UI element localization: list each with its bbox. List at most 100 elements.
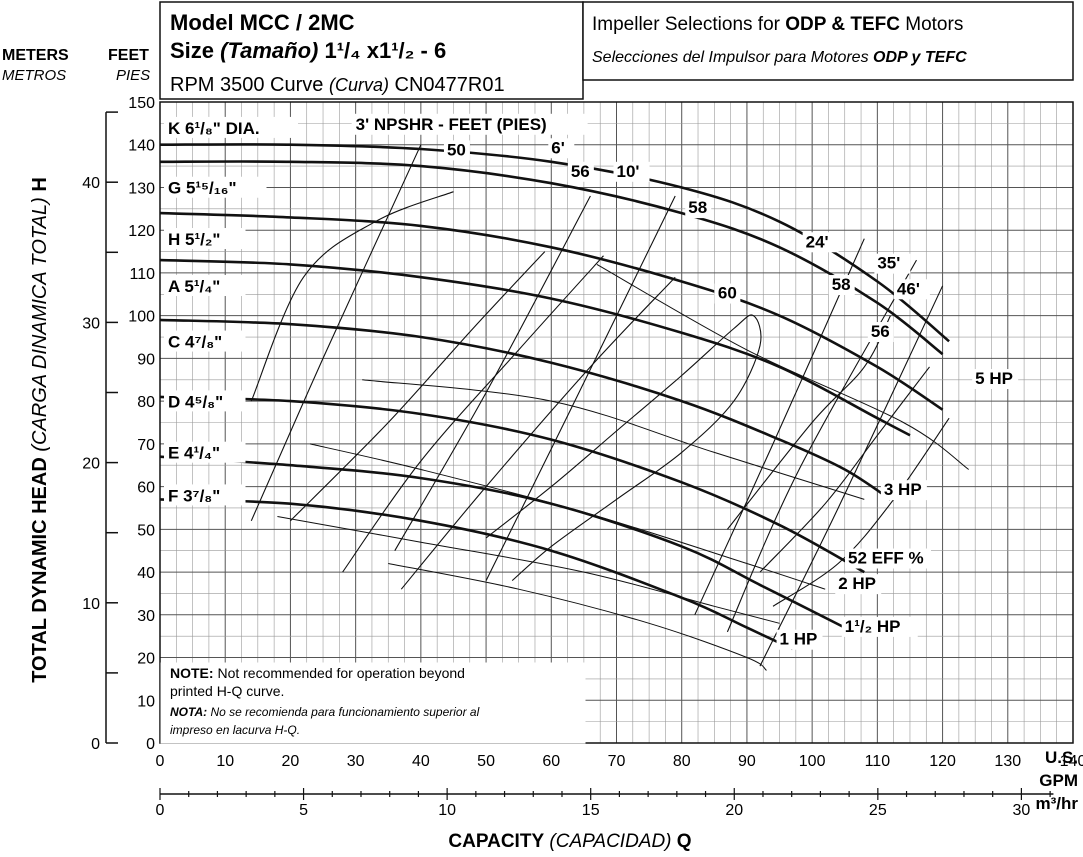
npsh-label-bg — [548, 138, 575, 159]
efficiency-label-bg — [867, 322, 894, 343]
npsh-label: 46' — [897, 279, 920, 298]
x-tick-m3hr: 20 — [725, 802, 743, 819]
impeller-curve — [159, 160, 944, 356]
y-tick-feet: 30 — [137, 608, 155, 625]
x-tick-gpm: 20 — [282, 753, 300, 770]
x-tick-gpm: 140 — [1060, 753, 1083, 770]
meters-label: METERS — [2, 47, 69, 64]
efficiency-label-bg — [685, 198, 712, 219]
impeller-label-bg — [164, 116, 298, 138]
note-en-1: NOTE: Not recommended for operation beyo… — [170, 665, 465, 681]
y-tick-meters: 30 — [82, 315, 100, 332]
impeller-curve — [159, 318, 892, 501]
x-tick-m3hr: 25 — [869, 802, 887, 819]
efficiency-line — [400, 276, 676, 590]
y-tick-feet: 100 — [128, 309, 155, 326]
npsh-label-bg — [802, 232, 839, 253]
header-box — [159, 1, 584, 100]
efficiency-label-bg — [845, 548, 932, 569]
efficiency-peak-label-bg — [714, 283, 741, 304]
impeller-label-bg — [164, 484, 246, 506]
y-axis-title: TOTAL DYNAMIC HEAD (CARGA DINAMICA TOTAL… — [29, 177, 51, 683]
hp-label: 1¹/₂ HP — [845, 617, 901, 636]
hp-line — [596, 263, 969, 470]
npsh-label-bg — [893, 279, 930, 300]
efficiency-label: 50 — [447, 140, 466, 159]
plot-frame — [159, 101, 1074, 744]
hp-label-bg — [835, 574, 882, 595]
efficiency-label: 56 — [571, 162, 590, 181]
y-tick-feet: 120 — [128, 223, 155, 240]
impeller-label-bg — [164, 390, 246, 412]
npsh-label: 6' — [551, 138, 565, 157]
x-tick-gpm: 90 — [738, 753, 756, 770]
x-axis-title: CAPACITY (CAPACIDAD) Q — [448, 831, 691, 852]
impeller-curve — [159, 258, 911, 437]
efficiency-label: 58 — [688, 198, 707, 217]
npsh-line — [726, 259, 917, 633]
x-tick-m3hr: 15 — [582, 802, 600, 819]
y-tick-feet: 130 — [128, 180, 155, 197]
impeller-label-bg — [164, 176, 267, 198]
impeller-label: C 4⁷/₈" — [168, 333, 222, 352]
npsh-line — [250, 144, 422, 522]
y-tick-meters: 20 — [82, 456, 100, 473]
y-tick-feet: 70 — [137, 437, 155, 454]
impeller-curve — [159, 143, 950, 343]
hp-label: 5 HP — [975, 369, 1013, 388]
y-tick-feet: 0 — [146, 736, 155, 753]
x-tick-m3hr: 10 — [438, 802, 456, 819]
npsh-line — [759, 285, 944, 667]
size-line: Size (Tamaño) 1¹/₄ x1¹/₂ - 6 — [170, 38, 446, 63]
y-tick-feet: 150 — [128, 95, 155, 112]
m3hr-label: m³/hr — [1036, 794, 1079, 813]
npsh-title-bg — [351, 113, 588, 135]
impeller-label: E 4¹/₄" — [168, 444, 220, 463]
hp-line — [388, 563, 767, 671]
efficiency-label-bg — [443, 140, 470, 161]
impeller-curve — [159, 211, 944, 411]
impeller-label: K 6¹/₈" DIA. — [168, 119, 260, 138]
impeller-curve — [159, 395, 865, 574]
x-tick-m3hr: 30 — [1012, 802, 1030, 819]
hp-label: 2 HP — [838, 574, 876, 593]
y-tick-feet: 50 — [137, 522, 155, 539]
impeller-label: D 4⁵/₈" — [168, 392, 223, 411]
x-tick-gpm: 110 — [865, 753, 891, 770]
npsh-line — [394, 195, 591, 551]
impeller-title: Impeller Selections for ODP & TEFC Motor… — [592, 14, 963, 35]
x-tick-gpm: 60 — [542, 753, 560, 770]
note-es-1: NOTA: No se recomienda para funcionamien… — [170, 705, 480, 719]
x-tick-gpm: 50 — [477, 753, 495, 770]
us-label: U.S. — [1045, 748, 1078, 767]
chart-grid — [159, 101, 1074, 744]
y-tick-feet: 110 — [129, 266, 155, 283]
npsh-label: 24' — [806, 232, 829, 251]
feet-label: FEET — [108, 47, 149, 64]
hp-label-bg — [776, 629, 823, 650]
chart-curves — [159, 143, 969, 671]
y-tick-meters: 10 — [82, 596, 100, 613]
impeller-label: G 5¹⁵/₁₆" — [168, 179, 237, 198]
x-tick-gpm: 100 — [799, 753, 826, 770]
gpm-label: GPM — [1039, 771, 1078, 790]
impeller-label-bg — [164, 228, 246, 250]
impeller-label-bg — [164, 441, 246, 463]
hp-label: 1 HP — [780, 630, 818, 649]
metros-label: METROS — [2, 67, 66, 84]
npsh-label-bg — [874, 253, 911, 274]
impeller-header-box — [582, 1, 1074, 81]
chart-labels: 0102030405060708090100110120130140150010… — [82, 95, 1083, 819]
x-tick-gpm: 70 — [608, 753, 626, 770]
efficiency-line — [726, 315, 891, 530]
efficiency-peak-60 — [485, 314, 762, 582]
x-tick-gpm: 130 — [994, 753, 1021, 770]
x-tick-m3hr: 5 — [299, 802, 308, 819]
efficiency-line — [772, 417, 950, 607]
y-tick-feet: 140 — [128, 138, 155, 155]
impeller-label: H 5¹/₂" — [168, 230, 220, 249]
rpm-curve-line: RPM 3500 Curve (Curva) CN0477R01 — [170, 74, 505, 96]
y-tick-feet: 10 — [137, 693, 155, 710]
x-tick-gpm: 10 — [216, 753, 234, 770]
